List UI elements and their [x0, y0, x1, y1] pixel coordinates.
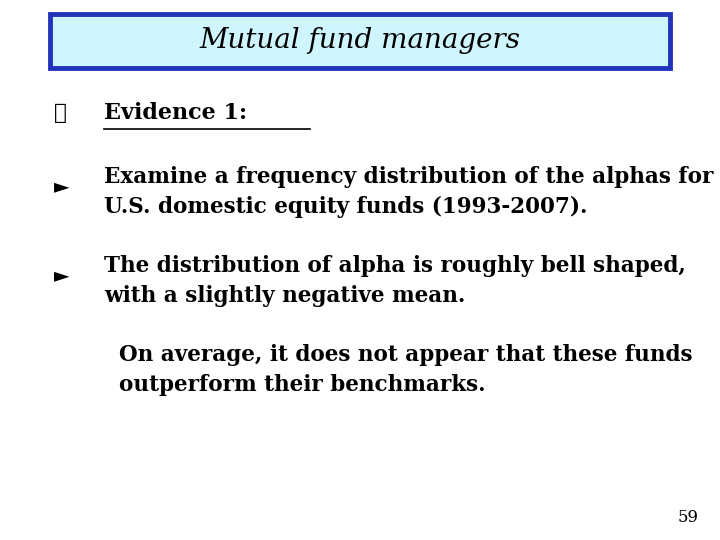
Text: with a slightly negative mean.: with a slightly negative mean.	[104, 285, 466, 307]
Text: 59: 59	[678, 510, 698, 526]
Text: ►: ►	[54, 266, 70, 285]
Text: outperform their benchmarks.: outperform their benchmarks.	[119, 374, 485, 396]
FancyBboxPatch shape	[50, 14, 670, 68]
Text: U.S. domestic equity funds (1993-2007).: U.S. domestic equity funds (1993-2007).	[104, 196, 588, 218]
Text: ❖: ❖	[54, 103, 67, 124]
Text: Mutual fund managers: Mutual fund managers	[199, 27, 521, 54]
Text: On average, it does not appear that these funds: On average, it does not appear that thes…	[119, 344, 693, 366]
Text: ►: ►	[54, 177, 70, 196]
Text: Examine a frequency distribution of the alphas for: Examine a frequency distribution of the …	[104, 166, 714, 187]
Text: The distribution of alpha is roughly bell shaped,: The distribution of alpha is roughly bel…	[104, 255, 686, 276]
Text: Evidence 1:: Evidence 1:	[104, 103, 248, 124]
